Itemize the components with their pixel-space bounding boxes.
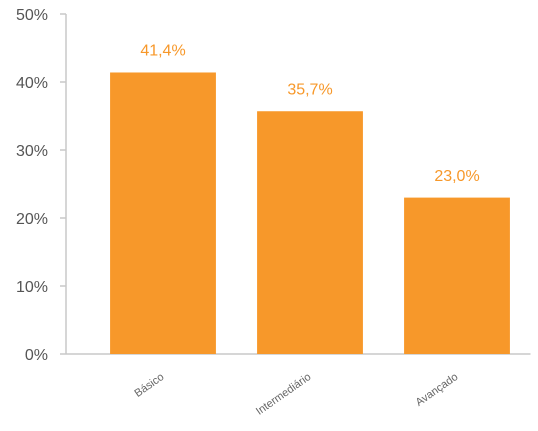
bar bbox=[257, 111, 363, 355]
y-tick-label: 40% bbox=[16, 75, 48, 92]
bar bbox=[110, 72, 216, 354]
y-tick-label: 0% bbox=[25, 347, 48, 364]
y-tick-label: 50% bbox=[16, 7, 48, 24]
y-tick-label: 10% bbox=[16, 279, 48, 296]
value-label: 41,4% bbox=[140, 43, 185, 60]
x-tick-label: Intermediário bbox=[254, 371, 313, 418]
y-tick-label: 20% bbox=[16, 211, 48, 228]
value-label: 23,0% bbox=[434, 168, 479, 185]
x-tick-label: Avançado bbox=[414, 371, 461, 409]
value-label: 35,7% bbox=[287, 81, 332, 98]
bar bbox=[404, 197, 510, 354]
y-tick-label: 30% bbox=[16, 143, 48, 160]
x-tick-label: Básico bbox=[132, 371, 166, 400]
